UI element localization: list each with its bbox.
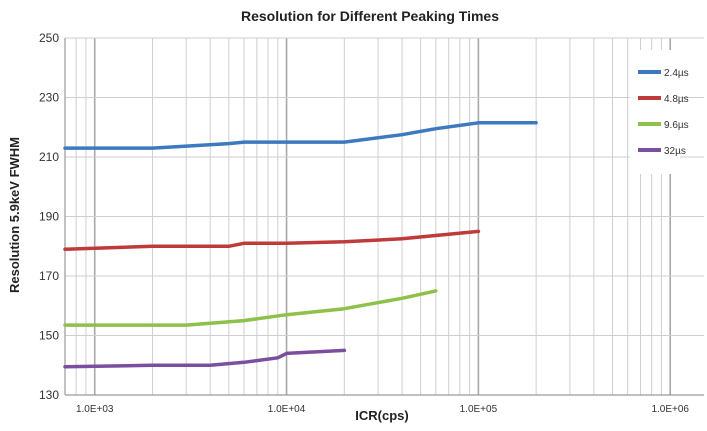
y-tick-label: 210 [39, 150, 59, 164]
chart-title: Resolution for Different Peaking Times [241, 8, 499, 24]
legend-label-2: 9.6µs [664, 120, 689, 131]
y-tick-label: 150 [39, 329, 59, 343]
x-tick-label: 1.0E+05 [460, 404, 498, 415]
legend-label-3: 32µs [664, 146, 686, 157]
y-tick-label: 170 [39, 269, 59, 283]
legend-label-1: 4.8µs [664, 94, 689, 105]
y-tick-label: 130 [39, 388, 59, 402]
series-line-2 [63, 289, 438, 327]
x-tick-label: 1.0E+03 [76, 404, 114, 415]
y-axis-label: Resolution 5.9keV FWHM [7, 137, 22, 293]
legend-label-0: 2.4µs [664, 68, 689, 79]
x-tick-label: 1.0E+06 [651, 404, 689, 415]
x-ticks: 1.0E+03 1.0E+04 1.0E+05 1.0E+06 [76, 404, 689, 415]
y-tick-label: 230 [39, 91, 59, 105]
series-line-0 [63, 121, 538, 150]
x-axis-label: ICR(cps) [355, 408, 408, 423]
y-ticks: 130 150 170 190 210 230 250 [39, 31, 59, 402]
legend: 2.4µs 4.8µs 9.6µs 32µs [630, 50, 689, 174]
grid [64, 37, 704, 396]
y-tick-label: 250 [39, 31, 59, 45]
series-line-1 [63, 229, 481, 251]
series-line-3 [63, 348, 347, 369]
x-tick-label: 1.0E+04 [268, 404, 306, 415]
series-lines [63, 121, 538, 369]
y-tick-label: 190 [39, 210, 59, 224]
